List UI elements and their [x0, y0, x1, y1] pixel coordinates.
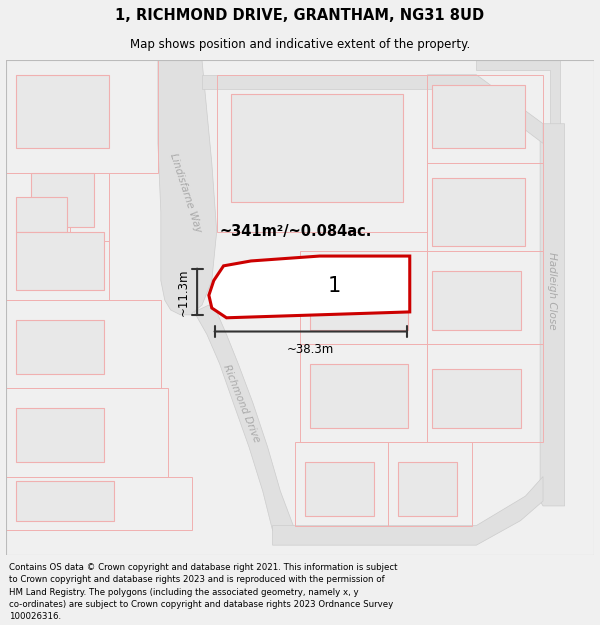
Text: ~11.3m: ~11.3m	[176, 268, 189, 316]
Bar	[433, 271, 521, 329]
Polygon shape	[540, 124, 565, 506]
Text: Map shows position and indicative extent of the property.: Map shows position and indicative extent…	[130, 38, 470, 51]
Bar	[31, 173, 94, 227]
Bar	[433, 369, 521, 428]
Polygon shape	[209, 256, 410, 318]
Polygon shape	[194, 305, 295, 531]
Bar	[398, 462, 457, 516]
Bar	[16, 75, 109, 148]
Polygon shape	[272, 476, 543, 545]
Bar	[310, 266, 408, 329]
Bar	[16, 408, 104, 462]
Bar	[16, 481, 114, 521]
Bar	[433, 177, 526, 246]
Text: Contains OS data © Crown copyright and database right 2021. This information is : Contains OS data © Crown copyright and d…	[9, 563, 398, 621]
Bar	[310, 364, 408, 428]
Bar	[305, 462, 374, 516]
Text: 1, RICHMOND DRIVE, GRANTHAM, NG31 8UD: 1, RICHMOND DRIVE, GRANTHAM, NG31 8UD	[115, 8, 485, 22]
Bar	[16, 198, 67, 231]
Polygon shape	[158, 60, 217, 315]
Text: Richmond Drive: Richmond Drive	[221, 362, 262, 444]
Polygon shape	[427, 75, 543, 143]
Text: ~38.3m: ~38.3m	[287, 343, 334, 356]
Text: 1: 1	[328, 276, 341, 296]
Text: Hadleigh Close: Hadleigh Close	[547, 251, 557, 329]
Bar	[16, 231, 104, 291]
Polygon shape	[476, 60, 560, 124]
Bar	[16, 320, 104, 374]
Bar	[232, 94, 403, 202]
Text: ~341m²/~0.084ac.: ~341m²/~0.084ac.	[220, 224, 372, 239]
Text: Lindisfarne Way: Lindisfarne Way	[168, 151, 203, 233]
Bar	[433, 84, 526, 148]
Polygon shape	[202, 75, 427, 89]
